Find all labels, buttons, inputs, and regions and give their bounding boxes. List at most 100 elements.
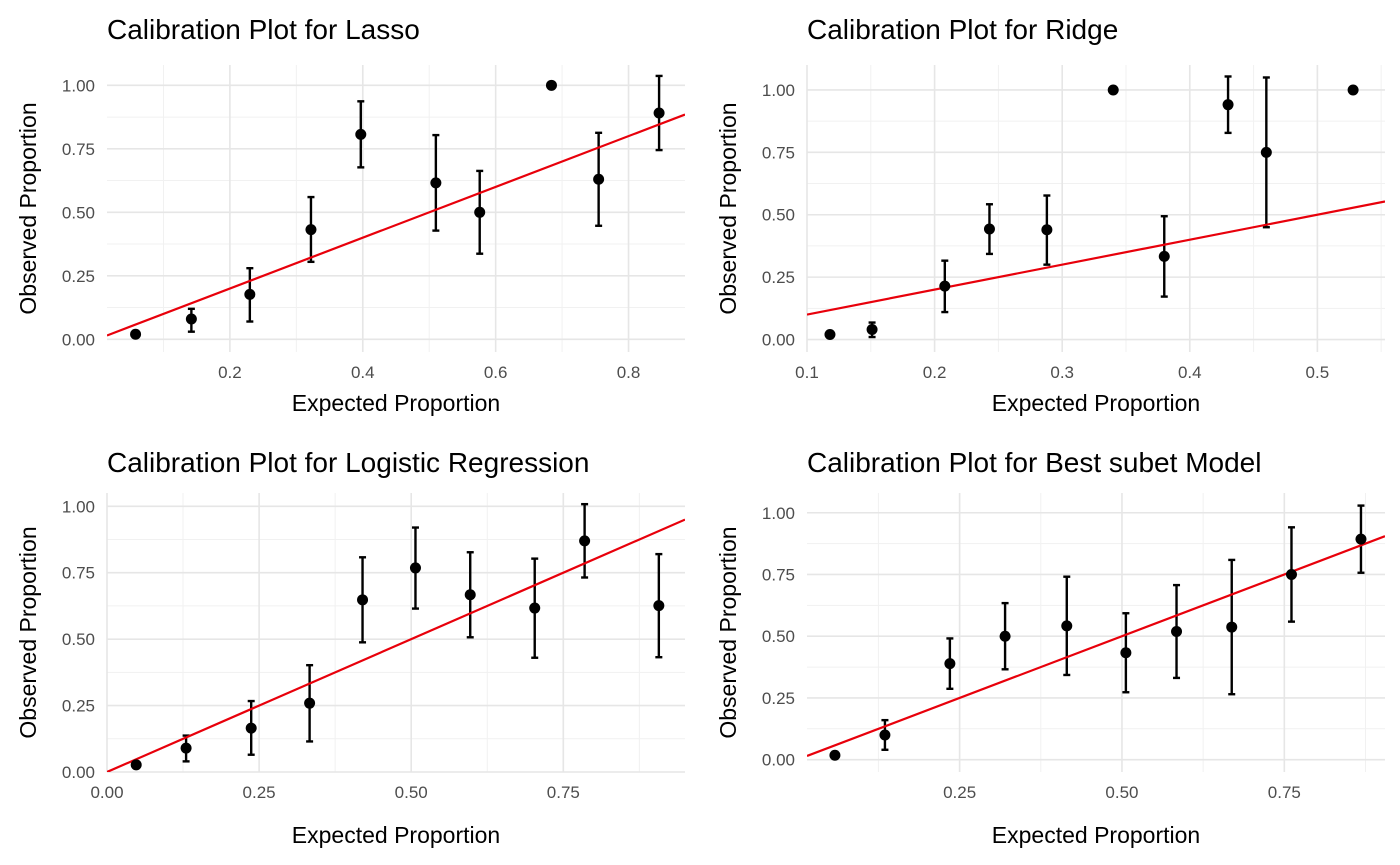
data-point [409, 562, 421, 574]
x-axis-label: Expected Proportion [292, 822, 500, 848]
y-tick-label: 1.00 [62, 76, 95, 95]
data-point [180, 742, 192, 754]
y-tick-label: 0.50 [762, 627, 795, 646]
data-point [1260, 146, 1272, 158]
reference-line [107, 113, 685, 337]
data-point [1041, 224, 1053, 236]
y-tick-label: 0.50 [62, 203, 95, 222]
data-point [866, 324, 878, 336]
y-tick-label: 0.75 [762, 565, 795, 584]
x-tick-label: 0.5 [1306, 363, 1330, 382]
x-tick-label: 0.75 [1268, 783, 1301, 802]
x-tick-label: 0.1 [795, 363, 819, 382]
plot-area [107, 502, 685, 772]
y-axis-label: Observed Proportion [15, 526, 41, 738]
data-point [529, 602, 541, 614]
data-point [185, 313, 197, 325]
chart-title: Calibration Plot for Ridge [807, 14, 1118, 45]
data-point [939, 280, 951, 292]
x-tick-label: 0.25 [243, 783, 276, 802]
data-point [474, 206, 486, 218]
data-point [829, 749, 841, 761]
data-point [130, 759, 142, 771]
data-point [1347, 84, 1359, 96]
data-point [305, 224, 317, 236]
y-axis-label: Observed Proportion [715, 526, 741, 738]
data-point [1158, 250, 1170, 262]
data-point [653, 107, 665, 119]
y-tick-label: 0.00 [762, 331, 795, 350]
chart-panel-4: 0.25 0.50 0.75 0.00 0.25 0.50 0.75 1.00 Calibrat… [715, 447, 1385, 848]
plot-area [807, 75, 1385, 341]
y-tick-label: 0.75 [62, 564, 95, 583]
y-tick-label: 0.50 [762, 206, 795, 225]
data-point [244, 288, 256, 300]
x-tick-label: 0.75 [547, 783, 580, 802]
reference-line [807, 200, 1385, 316]
x-tick-label: 0.6 [484, 363, 508, 382]
chart-title: Calibration Plot for Best subet Model [807, 447, 1261, 478]
data-point [879, 729, 891, 741]
chart-panel-1: 0.2 0.4 0.6 0.8 0.00 0.25 0.50 0.75 1.00 Calibrat… [15, 14, 685, 416]
data-point [357, 594, 369, 606]
x-tick-label: 0.8 [617, 363, 641, 382]
plot-area [107, 74, 685, 340]
y-tick-label: 0.50 [62, 630, 95, 649]
chart-title: Calibration Plot for Lasso [107, 14, 420, 45]
data-point [1355, 533, 1367, 545]
y-tick-label: 0.75 [762, 143, 795, 162]
grid-lines [107, 65, 685, 352]
y-axis-label: Observed Proportion [15, 102, 41, 314]
data-point [593, 173, 605, 185]
data-point [1222, 99, 1234, 111]
chart-panel-2: 0.1 0.2 0.3 0.4 0.5 0.00 0.25 0.50 0.75 1.00 Calib… [715, 14, 1385, 416]
x-tick-label: 0.50 [1105, 783, 1138, 802]
x-axis-label: Expected Proportion [992, 822, 1200, 848]
grid-lines [106, 493, 685, 773]
chart-title: Calibration Plot for Logistic Regression [107, 447, 589, 478]
data-point [999, 630, 1011, 642]
y-tick-label: 0.25 [62, 267, 95, 286]
x-tick-label: 0.2 [218, 363, 242, 382]
data-point [944, 658, 956, 670]
x-tick-label: 0.4 [351, 363, 375, 382]
data-point [464, 589, 476, 601]
data-point [130, 328, 142, 340]
data-point [245, 722, 257, 734]
x-tick-label: 0.25 [943, 783, 976, 802]
data-point [1285, 568, 1297, 580]
y-tick-label: 0.00 [62, 330, 95, 349]
data-point [304, 697, 316, 709]
x-tick-label: 0.3 [1050, 363, 1074, 382]
y-tick-label: 1.00 [62, 497, 95, 516]
chart-panel-3: 0.00 0.25 0.50 0.75 0.00 0.25 0.50 0.75 1.00 Cali… [15, 447, 685, 848]
reference-line [107, 518, 685, 772]
x-tick-label: 0.50 [395, 783, 428, 802]
data-point [579, 535, 591, 547]
data-point [1061, 620, 1073, 632]
panels-group: 0.2 0.4 0.6 0.8 0.00 0.25 0.50 0.75 1.00 Calibrat… [15, 14, 1385, 848]
data-point [1226, 621, 1238, 633]
y-tick-label: 0.00 [62, 763, 95, 782]
data-point [430, 177, 442, 189]
y-tick-label: 0.25 [62, 697, 95, 716]
grid-lines [806, 65, 1385, 352]
data-point [1120, 647, 1132, 659]
plot-area [807, 504, 1385, 761]
y-tick-label: 0.25 [762, 689, 795, 708]
x-tick-label: 0.2 [923, 363, 947, 382]
x-tick-label: 0.4 [1178, 363, 1202, 382]
data-point [355, 128, 367, 140]
x-axis-label: Expected Proportion [992, 390, 1200, 416]
y-tick-label: 1.00 [762, 504, 795, 523]
y-tick-label: 0.00 [762, 751, 795, 770]
y-tick-label: 1.00 [762, 81, 795, 100]
data-point [545, 79, 557, 91]
y-axis-label: Observed Proportion [715, 102, 741, 314]
y-tick-label: 0.75 [62, 140, 95, 159]
data-point [653, 600, 665, 612]
data-point [1171, 626, 1183, 638]
x-axis-label: Expected Proportion [292, 390, 500, 416]
